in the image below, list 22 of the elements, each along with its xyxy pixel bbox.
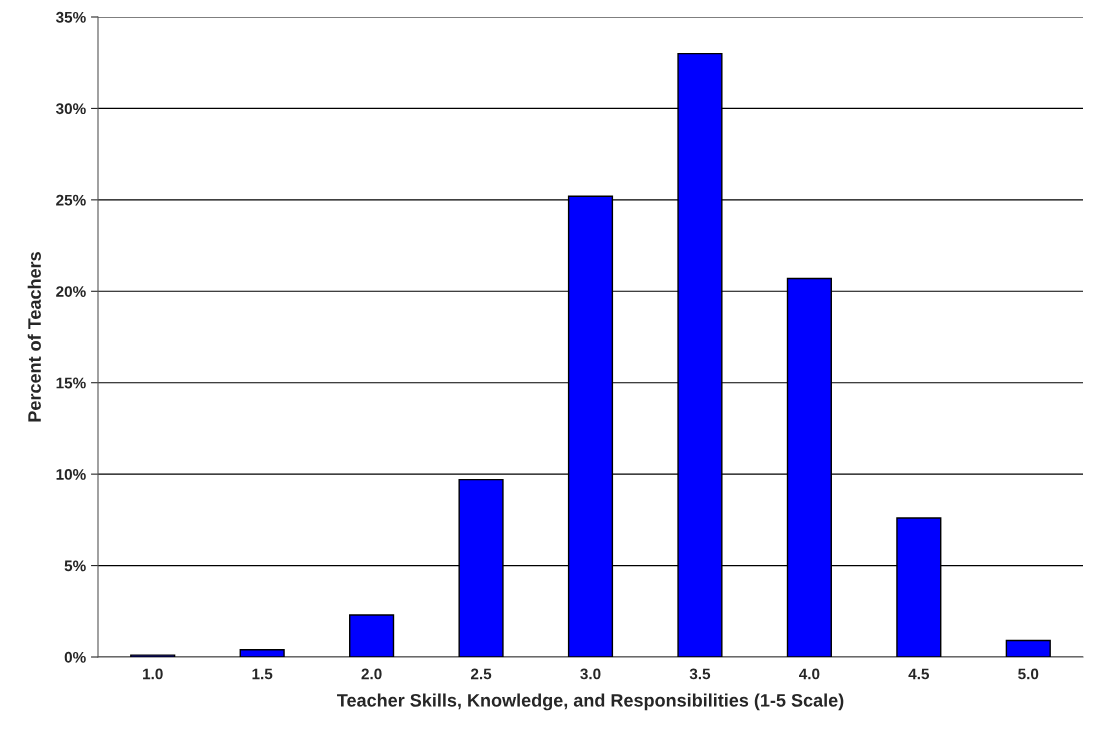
y-tick-label: 10% [56,469,86,480]
y-tick-label: 20% [56,286,86,297]
y-axis-title: Percent of Teachers [27,252,41,422]
bar [239,648,285,657]
y-tick-label: 35% [55,11,86,23]
x-tick-label: 2.0 [361,668,382,680]
bar [1005,639,1051,657]
x-tick-label: 3.5 [689,668,711,680]
y-tick-label: 5% [64,560,86,572]
y-tick-label: 0% [64,651,86,663]
x-tick-label: 4.5 [908,668,930,680]
y-tick-label: 30% [55,103,86,115]
x-tick-label: 2.5 [470,668,492,680]
y-tick-label: 25% [56,194,86,206]
x-tick-label: 1.0 [143,668,163,680]
x-tick-label: 5.0 [1018,668,1039,680]
x-tick-label: 3.0 [580,668,601,680]
x-axis-title: Teacher Skills, Knowledge, and Responsibilities (1-5 Scale) [337,693,844,711]
bar [349,614,395,657]
x-tick-label: 4.0 [799,668,820,680]
y-tick-label: 15% [56,377,86,389]
x-tick-label: 1.5 [252,668,273,680]
